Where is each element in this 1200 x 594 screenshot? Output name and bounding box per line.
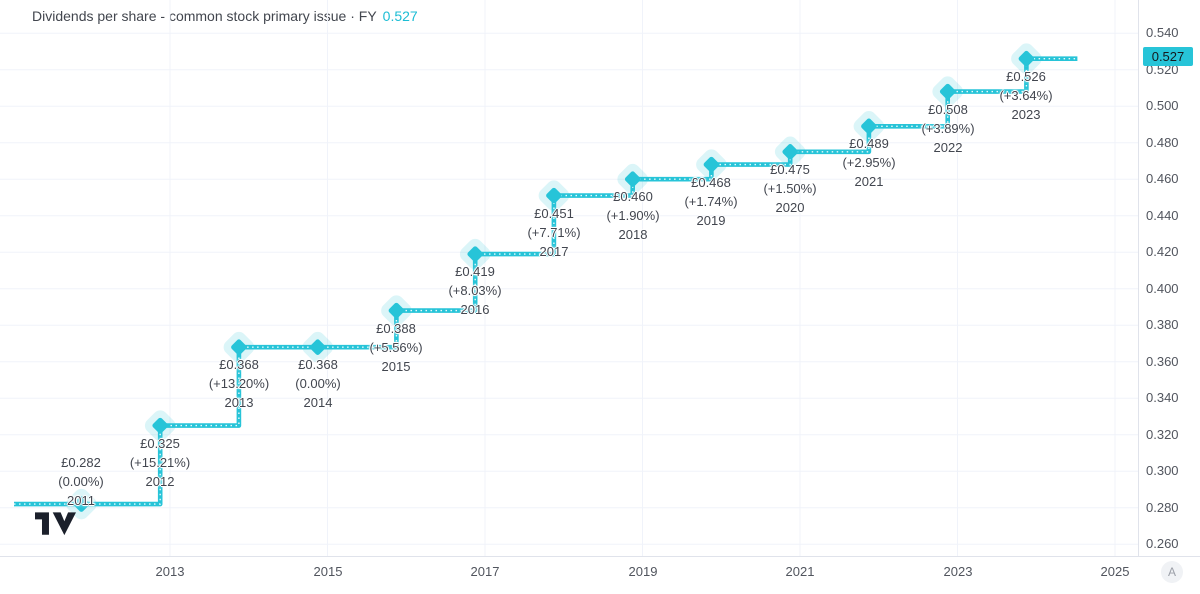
y-tick-0.380: 0.380 bbox=[1146, 317, 1179, 332]
point-change: (+3.64%) bbox=[999, 88, 1053, 103]
point-label-2017: £0.451 (+7.71%) 2017 bbox=[489, 204, 619, 261]
point-label-2019: £0.468 (+1.74%) 2019 bbox=[646, 173, 776, 230]
point-label-2011: £0.282 (0.00%) 2011 bbox=[16, 453, 146, 510]
point-change: (0.00%) bbox=[295, 376, 341, 391]
point-label-2018: £0.460 (+1.90%) 2018 bbox=[568, 187, 698, 244]
current-value-badge: 0.527 bbox=[1143, 47, 1193, 66]
point-year: 2022 bbox=[933, 140, 963, 155]
point-year: 2015 bbox=[381, 359, 411, 374]
x-tick-2015: 2015 bbox=[313, 564, 343, 579]
x-axis-separator bbox=[0, 556, 1200, 557]
point-value: £0.475 bbox=[770, 162, 810, 177]
point-year: 2011 bbox=[67, 493, 95, 508]
point-year: 2013 bbox=[224, 395, 254, 410]
point-year: 2016 bbox=[460, 302, 490, 317]
y-tick-0.420: 0.420 bbox=[1146, 244, 1179, 259]
y-tick-0.300: 0.300 bbox=[1146, 463, 1179, 478]
point-label-2016: £0.419 (+8.03%) 2016 bbox=[410, 262, 540, 319]
y-tick-0.460: 0.460 bbox=[1146, 171, 1179, 186]
chart-title-text: Dividends per share - common stock prima… bbox=[32, 8, 377, 24]
point-change: (+1.90%) bbox=[606, 208, 660, 223]
point-year: 2014 bbox=[303, 395, 333, 410]
point-label-2022: £0.508 (+3.89%) 2022 bbox=[883, 100, 1013, 157]
y-tick-0.340: 0.340 bbox=[1146, 390, 1179, 405]
point-label-2014: £0.368 (0.00%) 2014 bbox=[253, 355, 383, 412]
point-value: £0.468 bbox=[691, 175, 731, 190]
point-year: 2020 bbox=[775, 200, 805, 215]
point-label-2013: £0.368 (+13.20%) 2013 bbox=[174, 355, 304, 412]
y-tick-0.280: 0.280 bbox=[1146, 500, 1179, 515]
tradingview-logo-icon[interactable] bbox=[35, 512, 76, 536]
point-change: (+3.89%) bbox=[921, 121, 975, 136]
point-label-2021: £0.489 (+2.95%) 2021 bbox=[804, 134, 934, 191]
grid-horizontal-lines bbox=[0, 32, 1138, 545]
x-tick-2013: 2013 bbox=[155, 564, 185, 579]
point-value: £0.282 bbox=[61, 455, 101, 470]
point-value: £0.368 bbox=[219, 357, 259, 372]
x-tick-2019: 2019 bbox=[628, 564, 658, 579]
point-value: £0.460 bbox=[613, 189, 653, 204]
y-tick-0.540: 0.540 bbox=[1146, 25, 1179, 40]
y-tick-0.500: 0.500 bbox=[1146, 98, 1179, 113]
x-tick-2021: 2021 bbox=[785, 564, 815, 579]
point-change: (0.00%) bbox=[58, 474, 104, 489]
point-label-2012: £0.325 (+15.21%) 2012 bbox=[95, 434, 225, 491]
point-change: (+8.03%) bbox=[448, 283, 502, 298]
y-tick-0.320: 0.320 bbox=[1146, 427, 1179, 442]
point-value: £0.526 bbox=[1006, 69, 1046, 84]
point-value: £0.451 bbox=[534, 206, 574, 221]
point-change: (+15.21%) bbox=[129, 455, 191, 470]
point-year: 2021 bbox=[854, 174, 884, 189]
point-year: 2019 bbox=[696, 213, 726, 228]
point-year: 2012 bbox=[145, 474, 175, 489]
point-label-2015: £0.388 (+5.56%) 2015 bbox=[331, 319, 461, 376]
point-year: 2017 bbox=[539, 244, 569, 259]
y-tick-0.260: 0.260 bbox=[1146, 536, 1179, 551]
y-tick-0.400: 0.400 bbox=[1146, 281, 1179, 296]
y-tick-0.440: 0.440 bbox=[1146, 208, 1179, 223]
y-tick-0.360: 0.360 bbox=[1146, 354, 1179, 369]
point-value: £0.368 bbox=[298, 357, 338, 372]
point-change: (+1.74%) bbox=[684, 194, 738, 209]
x-tick-2023: 2023 bbox=[943, 564, 973, 579]
chart-legend-title: Dividends per share - common stock prima… bbox=[32, 8, 418, 24]
grid-vertical-lines bbox=[169, 0, 1116, 556]
point-value: £0.419 bbox=[455, 264, 495, 279]
point-change: (+7.71%) bbox=[527, 225, 581, 240]
diamond-markers bbox=[73, 50, 1035, 512]
point-value: £0.489 bbox=[849, 136, 889, 151]
point-year: 2018 bbox=[618, 227, 648, 242]
point-value: £0.508 bbox=[928, 102, 968, 117]
x-tick-2025: 2025 bbox=[1100, 564, 1130, 579]
point-year: 2023 bbox=[1011, 107, 1041, 122]
point-label-2020: £0.475 (+1.50%) 2020 bbox=[725, 160, 855, 217]
x-tick-2017: 2017 bbox=[470, 564, 500, 579]
y-axis-separator bbox=[1138, 0, 1139, 556]
chart-title-value: 0.527 bbox=[382, 8, 418, 24]
y-tick-0.480: 0.480 bbox=[1146, 135, 1179, 150]
point-change: (+2.95%) bbox=[842, 155, 896, 170]
point-change: (+5.56%) bbox=[369, 340, 423, 355]
point-change: (+13.20%) bbox=[208, 376, 270, 391]
point-label-2023: £0.526 (+3.64%) 2023 bbox=[961, 67, 1091, 124]
point-value: £0.325 bbox=[140, 436, 180, 451]
dividend-step-line-dotted-core bbox=[14, 58, 1078, 505]
point-value: £0.388 bbox=[376, 321, 416, 336]
auto-scale-button[interactable]: A bbox=[1161, 561, 1183, 583]
point-change: (+1.50%) bbox=[763, 181, 817, 196]
